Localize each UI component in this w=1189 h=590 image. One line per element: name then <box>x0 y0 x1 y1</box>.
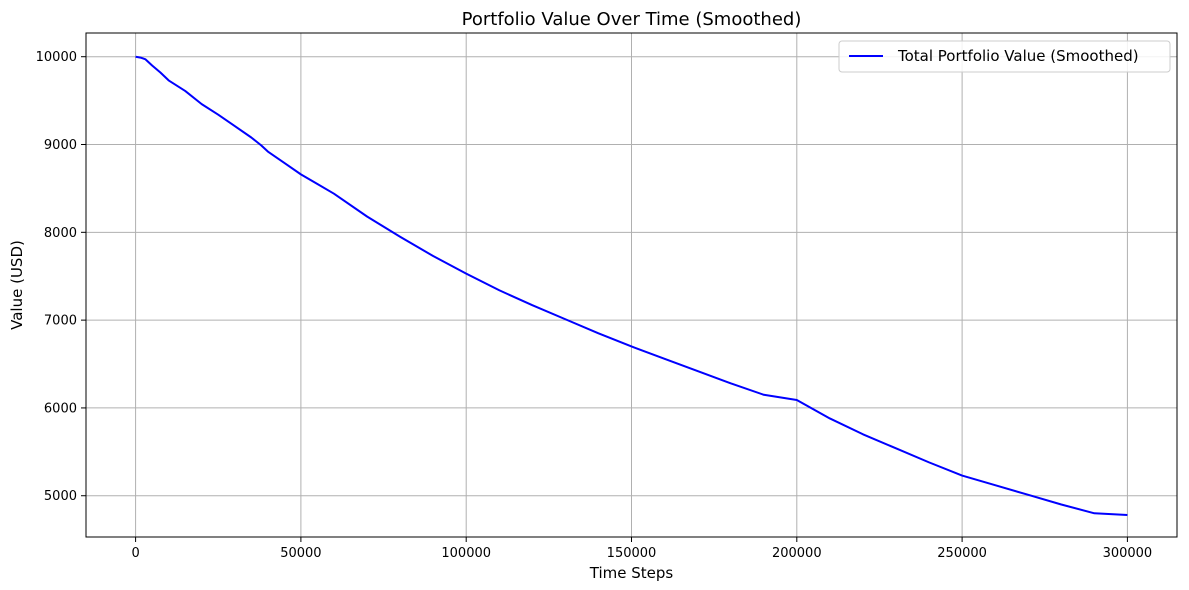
y-axis-ticks: 5000 6000 7000 8000 9000 10000 <box>36 50 86 504</box>
legend: Total Portfolio Value (Smoothed) <box>838 40 1171 73</box>
x-tick-label: 200000 <box>772 546 822 561</box>
y-tick-label: 8000 <box>44 226 77 241</box>
legend-box <box>838 40 1171 73</box>
y-tick-label: 6000 <box>44 401 77 416</box>
y-tick-label: 10000 <box>36 50 77 65</box>
x-tick-label: 300000 <box>1103 546 1153 561</box>
y-axis-label: Value (USD) <box>8 240 26 330</box>
legend-entry-label: Total Portfolio Value (Smoothed) <box>897 47 1139 65</box>
y-tick-label: 7000 <box>44 314 77 329</box>
x-axis-ticks: 0 50000 100000 150000 200000 250000 300000 <box>131 537 1152 561</box>
series-lines <box>135 55 1128 517</box>
series-line <box>135 55 1128 517</box>
x-tick-label: 250000 <box>937 546 987 561</box>
y-tick-label: 9000 <box>44 138 77 153</box>
chart-title: Portfolio Value Over Time (Smoothed) <box>462 9 802 30</box>
x-tick-label: 100000 <box>441 546 491 561</box>
x-tick-label: 50000 <box>280 546 321 561</box>
x-tick-label: 150000 <box>607 546 657 561</box>
x-tick-label: 0 <box>131 546 139 561</box>
y-tick-label: 5000 <box>44 489 77 504</box>
x-axis-label: Time Steps <box>589 564 674 582</box>
